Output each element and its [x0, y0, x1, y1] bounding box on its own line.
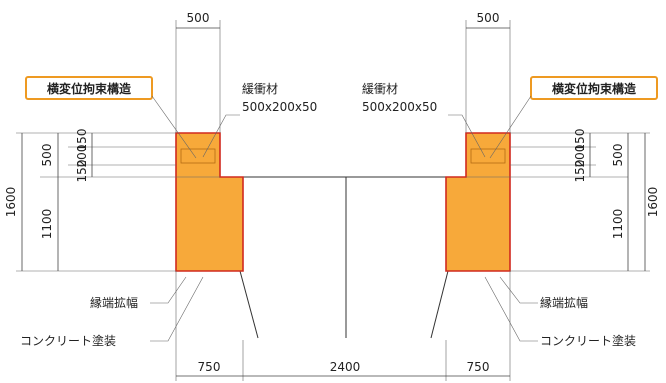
right-cushion-pad — [470, 148, 506, 164]
left-dim-1100: 1100 — [40, 209, 54, 240]
top-left-dim: 500 — [187, 11, 210, 25]
right-edge-widen-label: 縁端拡幅 — [540, 295, 588, 310]
left-edge-widen-leader — [150, 276, 187, 304]
left-cushion-size: 500x200x50 — [242, 100, 317, 114]
right-dim-200: 200 — [573, 145, 587, 168]
left-abutment-block — [175, 132, 244, 272]
right-edge-widen-leader — [499, 276, 538, 304]
left-leg-line — [239, 270, 259, 339]
left-cushion-pad — [180, 148, 216, 164]
right-coating-leader — [484, 276, 538, 342]
right-dim-1100: 1100 — [611, 209, 625, 240]
left-cushion-leader — [202, 114, 240, 158]
bottom-dim-right: 750 — [467, 360, 490, 374]
right-cushion-label: 緩衝材 — [362, 82, 398, 96]
right-dim-500: 500 — [611, 144, 625, 167]
left-dim-1600: 1600 — [4, 187, 18, 218]
left-restraint-tag-box — [25, 76, 153, 100]
left-coating-label: コンクリート塗装 — [20, 333, 116, 348]
right-leg-line — [430, 270, 449, 339]
left-restraint-label: 横変位拘束構造 — [47, 81, 132, 96]
bottom-dim-center: 2400 — [330, 360, 361, 374]
left-cushion-label: 緩衝材 — [242, 82, 278, 96]
right-cushion-leader — [448, 114, 486, 158]
left-restraint-leader — [151, 95, 197, 159]
right-dim-1600: 1600 — [646, 187, 660, 218]
left-coating-leader — [150, 276, 204, 342]
right-dim-150a: 150 — [573, 129, 587, 152]
right-abutment-block — [445, 132, 511, 272]
right-restraint-label: 横変位拘束構造 — [552, 81, 637, 96]
right-dim-150b: 150 — [573, 160, 587, 183]
bottom-dim-left: 750 — [198, 360, 221, 374]
right-coating-label: コンクリート塗装 — [540, 333, 636, 348]
right-restraint-leader — [489, 95, 532, 159]
right-restraint-tag-box — [530, 76, 658, 100]
left-edge-widen-label: 縁端拡幅 — [90, 295, 138, 310]
right-cushion-size: 500x200x50 — [362, 100, 437, 114]
left-dim-150a: 150 — [75, 129, 89, 152]
left-dim-500: 500 — [40, 144, 54, 167]
left-dim-200: 200 — [75, 145, 89, 168]
top-right-dim: 500 — [477, 11, 500, 25]
left-dim-150b: 150 — [75, 160, 89, 183]
